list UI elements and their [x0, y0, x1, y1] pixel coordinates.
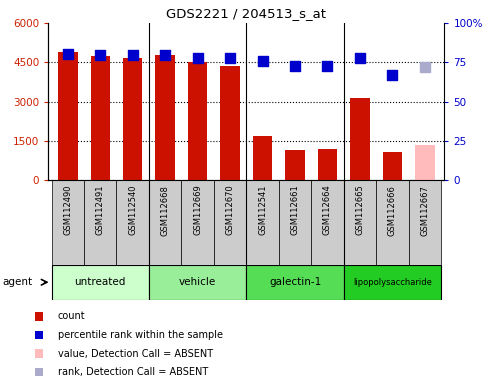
Bar: [409, 180, 441, 265]
Text: GSM112668: GSM112668: [161, 185, 170, 235]
Point: [97, 51, 104, 58]
Text: GSM112667: GSM112667: [420, 185, 429, 235]
Point: [226, 55, 234, 61]
Text: GSM112490: GSM112490: [63, 185, 72, 235]
Bar: [84, 180, 116, 265]
Text: GSM112670: GSM112670: [226, 185, 235, 235]
Point: [421, 64, 429, 70]
Text: GSM112661: GSM112661: [291, 185, 299, 235]
Bar: [318, 149, 337, 180]
Bar: [182, 180, 214, 265]
Bar: [116, 180, 149, 265]
Text: GSM112665: GSM112665: [355, 185, 365, 235]
Bar: [58, 52, 77, 180]
Text: vehicle: vehicle: [179, 277, 216, 287]
Bar: [90, 56, 110, 180]
Text: untreated: untreated: [74, 277, 126, 287]
Bar: [123, 58, 142, 180]
Bar: [188, 62, 207, 180]
Title: GDS2221 / 204513_s_at: GDS2221 / 204513_s_at: [166, 7, 327, 20]
Point: [388, 72, 396, 78]
Bar: [214, 180, 246, 265]
Bar: [52, 180, 84, 265]
Text: percentile rank within the sample: percentile rank within the sample: [58, 330, 223, 340]
Bar: [246, 265, 344, 300]
Point: [291, 63, 299, 70]
Bar: [246, 180, 279, 265]
Point: [324, 63, 331, 70]
Bar: [220, 66, 240, 180]
Text: rank, Detection Call = ABSENT: rank, Detection Call = ABSENT: [58, 367, 208, 377]
Text: agent: agent: [2, 277, 32, 287]
Bar: [350, 98, 369, 180]
Point: [64, 51, 71, 57]
Bar: [156, 55, 175, 180]
Bar: [415, 145, 435, 180]
Point: [161, 51, 169, 58]
Point: [129, 52, 137, 58]
Bar: [149, 265, 246, 300]
Bar: [253, 136, 272, 180]
Text: GSM112540: GSM112540: [128, 185, 137, 235]
Bar: [376, 180, 409, 265]
Bar: [344, 265, 441, 300]
Bar: [149, 180, 182, 265]
Text: GSM112664: GSM112664: [323, 185, 332, 235]
Text: value, Detection Call = ABSENT: value, Detection Call = ABSENT: [58, 349, 213, 359]
Bar: [311, 180, 344, 265]
Point: [356, 55, 364, 61]
Text: GSM112491: GSM112491: [96, 185, 105, 235]
Point: [259, 58, 267, 64]
Point: [194, 55, 201, 61]
Text: galectin-1: galectin-1: [269, 277, 321, 287]
Bar: [285, 150, 305, 180]
Bar: [52, 265, 149, 300]
Text: GSM112669: GSM112669: [193, 185, 202, 235]
Text: lipopolysaccharide: lipopolysaccharide: [353, 278, 432, 287]
Text: count: count: [58, 311, 85, 321]
Bar: [279, 180, 311, 265]
Bar: [344, 180, 376, 265]
Bar: [383, 152, 402, 180]
Text: GSM112666: GSM112666: [388, 185, 397, 235]
Text: GSM112541: GSM112541: [258, 185, 267, 235]
